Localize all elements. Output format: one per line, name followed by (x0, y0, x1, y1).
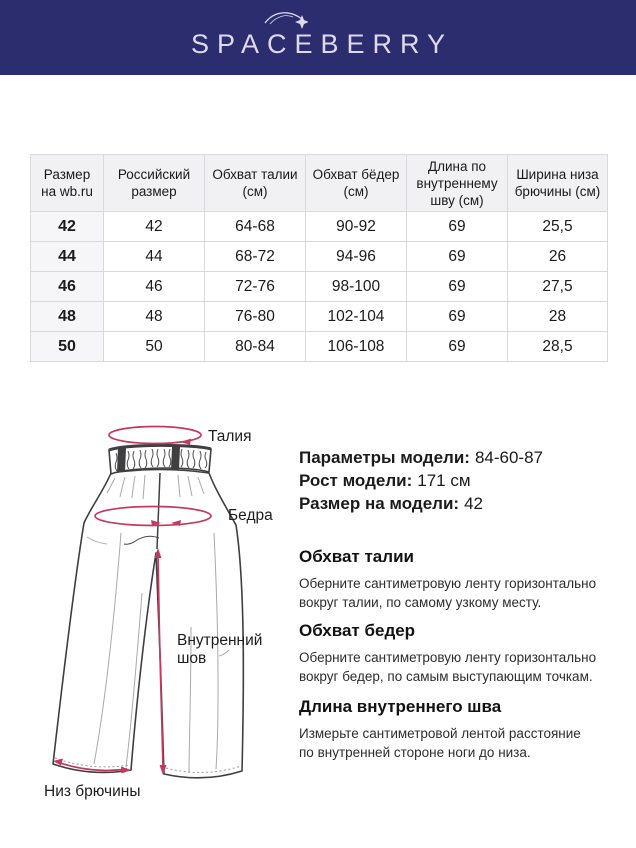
table-cell: 69 (406, 331, 508, 362)
table-row: 46 46 72-76 98-100 69 27,5 (30, 271, 608, 302)
section-text: Оберните сантиметровую ленту горизонталь… (299, 576, 597, 610)
section-title: Обхват бедер (299, 621, 416, 640)
table-cell: 28 (507, 301, 608, 332)
table-cell: 50 (103, 331, 205, 362)
section-title: Длина внутреннего шва (299, 697, 502, 716)
table-row: 48 48 76-80 102-104 69 28 (30, 301, 608, 332)
column-header: Обхват бёдер (см) (305, 154, 407, 212)
param-value: 42 (464, 494, 483, 513)
column-header: Размер на wb.ru (30, 154, 104, 212)
model-info: Параметры модели: 84-60-87 Рост модели: 17… (299, 446, 543, 515)
table-cell: 28,5 (507, 331, 608, 362)
table-cell: 50 (30, 331, 104, 362)
table-cell: 69 (406, 241, 508, 272)
table-cell: 64-68 (204, 211, 306, 242)
section-text: Оберните сантиметровую ленту горизонталь… (299, 650, 597, 684)
table-cell: 25,5 (507, 211, 608, 242)
table-cell: 94-96 (305, 241, 407, 272)
brand-logo-text: SPACEBERRY (190, 29, 454, 59)
brand-logo: SPACEBERRY (0, 0, 636, 75)
table-row: 50 50 80-84 106-108 69 28,5 (30, 331, 608, 362)
table-cell: 80-84 (204, 331, 306, 362)
table-cell: 76-80 (204, 301, 306, 332)
param-label: Параметры модели: (299, 448, 470, 467)
table-cell: 27,5 (507, 271, 608, 302)
table-cell: 46 (103, 271, 205, 302)
table-cell: 102-104 (305, 301, 407, 332)
table-cell: 69 (406, 271, 508, 302)
param-value: 84-60-87 (474, 448, 544, 467)
brand-header: SPACEBERRY (0, 0, 636, 75)
table-cell: 44 (30, 241, 104, 272)
table-cell: 69 (406, 211, 508, 242)
table-cell: 72-76 (204, 271, 306, 302)
table-cell: 69 (406, 301, 508, 332)
section-waist-measure: Обхват талии Оберните сантиметровую лент… (299, 547, 599, 612)
section-text: Измерьте сантиметровой лентой расстояние… (299, 726, 581, 760)
section-hips-measure: Обхват бедер Оберните сантиметровую лент… (299, 621, 599, 686)
table-cell: 42 (30, 211, 104, 242)
table-cell: 68-72 (204, 241, 306, 272)
table-header-row: Размер на wb.ru Российский размер Обхват… (30, 154, 608, 212)
column-header: Российский размер (103, 154, 205, 212)
table-row: 42 42 64-68 90-92 69 25,5 (30, 211, 608, 242)
pants-diagram: Талия Бедра Внутренний шов Низ брючины (30, 415, 302, 815)
model-size-line: Размер на модели: 42 (299, 492, 543, 515)
section-title: Обхват талии (299, 547, 414, 566)
table-cell: 48 (103, 301, 205, 332)
inseam-label: Внутренний шов (177, 632, 263, 667)
hem-label: Низ брючины (44, 783, 141, 800)
param-value: 171 см (417, 471, 471, 490)
size-table: Размер на wb.ru Российский размер Обхват… (30, 154, 608, 362)
table-cell: 98-100 (305, 271, 407, 302)
table-row: 44 44 68-72 94-96 69 26 (30, 241, 608, 272)
model-parameters-line: Параметры модели: 84-60-87 (299, 446, 543, 469)
table-cell: 46 (30, 271, 104, 302)
pants-drawing (52, 425, 245, 779)
waist-label: Талия (208, 428, 252, 445)
shooting-star-icon (264, 12, 308, 29)
param-label: Рост модели: (299, 471, 413, 490)
column-header: Ширина низа брючины (см) (507, 154, 608, 212)
table-cell: 106-108 (305, 331, 407, 362)
table-cell: 90-92 (305, 211, 407, 242)
model-height-line: Рост модели: 171 см (299, 469, 543, 492)
table-cell: 48 (30, 301, 104, 332)
column-header: Длина по внутреннему шву (см) (406, 154, 508, 212)
param-label: Размер на модели: (299, 494, 460, 513)
column-header: Обхват талии (см) (204, 154, 306, 212)
hips-label: Бедра (228, 507, 273, 524)
table-cell: 44 (103, 241, 205, 272)
table-cell: 26 (507, 241, 608, 272)
section-inseam-measure: Длина внутреннего шва Измерьте сантиметр… (299, 697, 599, 762)
table-cell: 42 (103, 211, 205, 242)
